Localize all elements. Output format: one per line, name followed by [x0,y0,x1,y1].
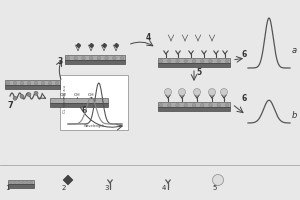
Circle shape [41,81,45,85]
Circle shape [178,89,185,96]
Circle shape [159,103,163,107]
Bar [158,107,230,110]
Text: 4: 4 [146,33,151,42]
Bar [158,102,230,107]
Circle shape [225,103,229,107]
Circle shape [20,81,24,85]
Circle shape [29,181,32,184]
Text: a: a [292,46,297,55]
Text: 3: 3 [104,185,109,191]
Bar [65,55,125,60]
Circle shape [176,103,179,107]
Text: 6: 6 [242,50,247,59]
Text: OH: OH [74,92,80,97]
Circle shape [159,59,163,63]
Bar [5,80,60,85]
Circle shape [89,56,93,60]
Text: 2: 2 [62,185,66,191]
Circle shape [209,59,212,63]
Text: Wavelength: Wavelength [83,124,104,129]
Text: b: b [292,111,297,120]
Circle shape [26,181,29,184]
Circle shape [208,89,215,96]
Circle shape [22,181,25,184]
Circle shape [212,174,224,186]
Circle shape [34,81,38,85]
Circle shape [66,56,70,60]
Circle shape [192,59,196,63]
Circle shape [27,81,31,85]
Text: 6: 6 [242,94,247,103]
Circle shape [55,81,59,85]
Circle shape [200,59,204,63]
Circle shape [164,89,172,96]
Circle shape [13,96,17,100]
Circle shape [200,103,204,107]
Text: 3: 3 [57,57,63,66]
Text: OH: OH [88,92,94,97]
Circle shape [112,56,116,60]
Text: 6: 6 [81,106,86,115]
Circle shape [13,81,17,85]
Text: 5: 5 [196,68,202,77]
Circle shape [167,103,171,107]
Bar [8,184,34,188]
Circle shape [6,81,10,85]
Circle shape [184,59,188,63]
Circle shape [167,59,171,63]
Text: OH: OH [60,92,66,97]
Bar [50,98,108,103]
Text: CL intensity a.u: CL intensity a.u [63,86,67,113]
Circle shape [14,181,16,184]
Circle shape [217,103,220,107]
Bar [158,63,230,66]
Circle shape [184,103,188,107]
Circle shape [120,56,124,60]
Circle shape [105,56,108,60]
Bar [5,85,60,88]
Circle shape [209,103,212,107]
Circle shape [34,91,38,95]
Circle shape [217,59,220,63]
Text: 4: 4 [162,185,166,191]
Circle shape [194,89,200,96]
Text: 1: 1 [5,185,10,191]
Circle shape [74,56,77,60]
Text: 5: 5 [212,185,216,191]
Bar [158,58,230,63]
Bar [50,103,108,106]
Circle shape [220,89,227,96]
Circle shape [192,103,196,107]
Bar [8,180,34,184]
Circle shape [20,95,24,99]
Circle shape [176,59,179,63]
Circle shape [82,56,85,60]
Circle shape [10,181,13,184]
Circle shape [27,93,31,97]
Text: 7: 7 [8,101,14,110]
Circle shape [48,81,52,85]
Bar [65,60,125,64]
Bar [60,75,128,130]
Circle shape [97,56,101,60]
Circle shape [17,181,20,184]
Circle shape [225,59,229,63]
